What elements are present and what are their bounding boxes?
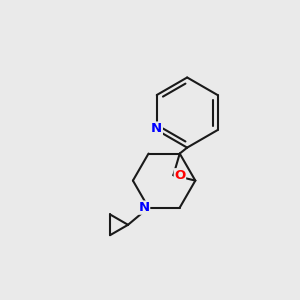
Text: N: N: [139, 201, 150, 214]
Text: O: O: [174, 169, 185, 182]
Text: N: N: [151, 122, 162, 135]
